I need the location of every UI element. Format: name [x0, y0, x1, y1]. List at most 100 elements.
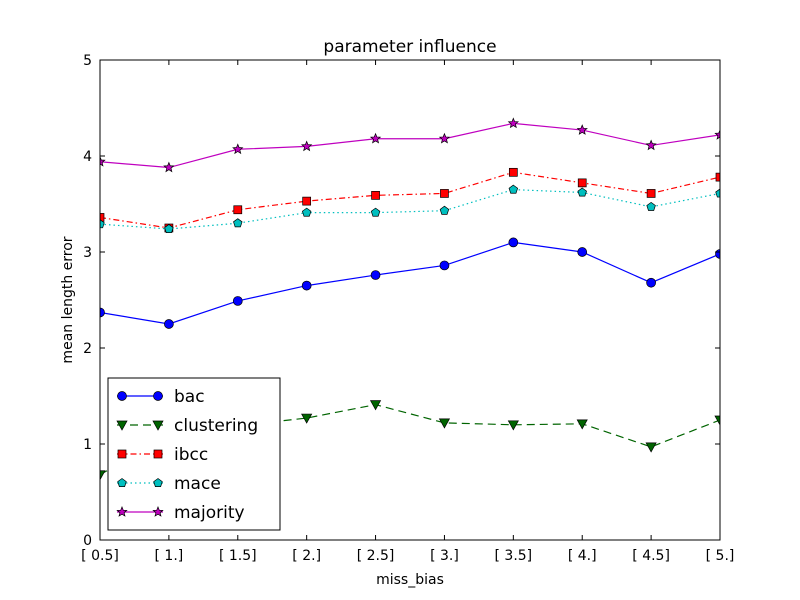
axis-ticks: [ 0.5] [ 1.] [ 1.5] [ 2.] [ 2.5] [ 3.] [ 3.5] [… [81, 53, 734, 564]
data-point-clustering [100, 470, 106, 481]
legend-item-bac: bac [117, 387, 205, 407]
data-point-ibcc [233, 205, 243, 215]
data-point-bac [577, 247, 588, 257]
data-point-clustering [369, 400, 382, 411]
legend: bac clustering ibcc mace majority [107, 377, 281, 531]
legend-label-ibcc: ibcc [174, 445, 208, 465]
y-axis-label: mean length error [60, 236, 76, 363]
data-point-bac [301, 280, 312, 291]
data-point-clustering [576, 419, 588, 430]
data-point-clustering [301, 413, 313, 424]
data-point-majority [369, 132, 382, 144]
data-point-ibcc [100, 213, 105, 222]
legend-label-majority: majority [174, 503, 245, 523]
data-point-majority [301, 140, 313, 152]
legend-marker-mace [153, 478, 163, 487]
data-point-bac [164, 319, 174, 329]
legend-item-majority: majority [116, 503, 245, 523]
data-point-ibcc [508, 167, 518, 177]
series-majority [100, 117, 720, 173]
y-tick-label: 2 [83, 341, 92, 357]
data-point-bac [370, 270, 381, 280]
chart-title: parameter influence [323, 37, 496, 57]
legend-marker-majority [152, 506, 164, 517]
series-line-majority [100, 122, 720, 169]
data-point-majority [163, 161, 175, 173]
legend-marker-bac [153, 391, 163, 401]
legend-box [107, 377, 281, 531]
data-point-clustering [507, 420, 519, 431]
legend-label-mace: mace [174, 474, 221, 494]
series-ibcc [100, 167, 720, 233]
series-line-clustering [100, 404, 720, 476]
data-point-mace [370, 207, 381, 217]
legend-marker-clustering [152, 420, 164, 431]
legend-label-clustering: clustering [174, 416, 258, 436]
data-point-mace [233, 218, 243, 228]
data-point-majority [645, 139, 657, 151]
x-tick-label: [ 2.] [292, 548, 321, 564]
data-point-mace [715, 188, 720, 198]
x-tick-label: [ 3.5] [495, 548, 533, 564]
data-point-ibcc [577, 178, 587, 188]
data-point-ibcc [440, 189, 449, 198]
x-tick-label: [ 4.] [568, 548, 597, 564]
data-point-mace [577, 187, 587, 197]
data-point-majority [100, 155, 106, 167]
series-mace [100, 184, 720, 233]
data-point-mace [508, 184, 519, 194]
plot-marks [100, 117, 720, 481]
x-tick-label: [ 1.] [155, 548, 184, 564]
legend-marker-majority [116, 506, 128, 517]
data-point-majority [232, 143, 244, 155]
legend-marker-bac [117, 391, 127, 401]
data-point-clustering [714, 415, 720, 426]
data-point-majority [438, 132, 451, 144]
data-point-mace [301, 207, 312, 217]
data-point-ibcc [302, 196, 312, 206]
data-point-mace [439, 205, 450, 215]
y-tick-label: 0 [83, 533, 92, 549]
legend-marker-ibcc [153, 449, 163, 459]
x-tick-label: [ 5.] [706, 548, 735, 564]
series-bac [100, 237, 720, 329]
data-point-bac [646, 277, 656, 288]
x-tick-label: [ 4.5] [632, 548, 670, 564]
data-point-majority [576, 124, 588, 135]
data-point-bac [232, 296, 243, 306]
data-point-mace [646, 201, 656, 211]
data-point-clustering [438, 418, 451, 429]
y-tick-label: 3 [83, 245, 92, 261]
x-tick-label: [ 1.5] [219, 548, 257, 564]
data-point-majority [714, 128, 720, 140]
y-tick-label: 4 [83, 149, 92, 165]
plot-frame [99, 59, 721, 541]
x-tick-label: [ 2.5] [357, 548, 395, 564]
series-line-bac [100, 241, 720, 325]
data-point-ibcc [646, 189, 656, 198]
legend-marker-mace [117, 478, 127, 487]
legend-item-mace: mace [117, 474, 221, 494]
y-tick-label: 5 [83, 53, 92, 69]
data-point-mace [164, 224, 174, 233]
data-point-ibcc [715, 172, 720, 182]
x-tick-label: [ 0.5] [81, 548, 119, 564]
legend-marker-ibcc [117, 449, 127, 459]
data-point-mace [100, 219, 105, 229]
data-point-bac [508, 237, 519, 248]
series-line-mace [100, 188, 720, 230]
legend-marker-clustering [116, 420, 128, 431]
x-axis-label: miss_bias [376, 572, 444, 588]
x-tick-label: [ 3.] [430, 548, 459, 564]
data-point-clustering [645, 442, 657, 453]
legend-label-bac: bac [174, 387, 205, 407]
data-point-majority [507, 117, 519, 129]
data-point-ibcc [371, 191, 380, 200]
data-point-bac [100, 307, 105, 318]
series-line-ibcc [100, 171, 720, 229]
legend-item-clustering: clustering [116, 416, 258, 436]
y-tick-label: 1 [83, 437, 92, 453]
legend-item-ibcc: ibcc [117, 445, 208, 465]
